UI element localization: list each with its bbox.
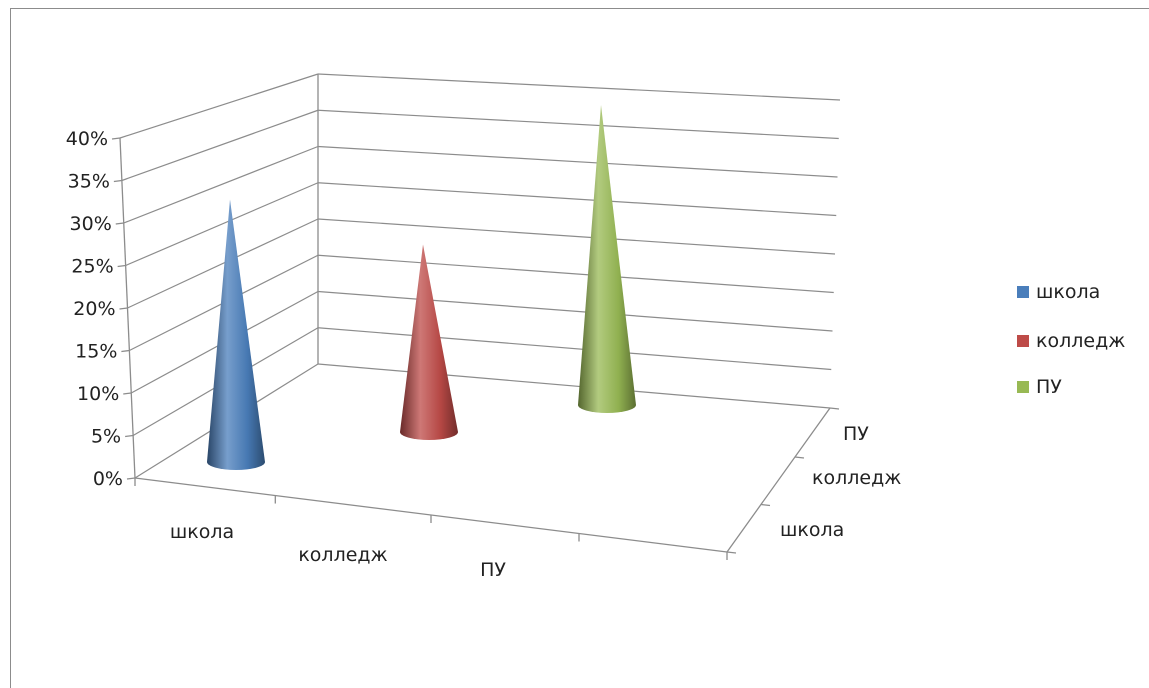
gridline-side [125, 182, 319, 267]
depth-tick-mark [726, 551, 737, 554]
y-tick-label: 30% [70, 213, 112, 235]
y-tick-label: 20% [73, 298, 115, 320]
y-tick-label: 25% [71, 256, 113, 278]
x-category-label: ПУ [480, 559, 506, 581]
cones [207, 105, 636, 470]
depth-category-label: школа [780, 519, 844, 541]
legend-swatch [1017, 335, 1029, 347]
gridlines [119, 73, 841, 479]
gridline-side [119, 73, 319, 139]
gridline-side [121, 109, 319, 182]
gridline-back [317, 109, 839, 140]
gridline-back [317, 182, 837, 217]
axes [111, 74, 840, 560]
depth-category-label: колледж [812, 467, 901, 489]
depth-category-label: ПУ [843, 423, 869, 445]
y-tick-label: 35% [68, 171, 110, 193]
legend-label: ПУ [1036, 376, 1062, 398]
gridline-back [317, 145, 838, 178]
y-tick-mark [115, 222, 124, 225]
y-tick-mark [119, 307, 128, 310]
y-tick-label: 15% [75, 341, 117, 363]
y-tick-mark [123, 392, 132, 395]
gridline-back [317, 290, 833, 332]
y-tick-label: 40% [66, 128, 108, 150]
gridline-back [317, 218, 836, 255]
depth-axis [726, 407, 831, 553]
y-axis [119, 137, 136, 479]
y-tick-label: 5% [91, 426, 121, 448]
cone-2 [400, 244, 458, 440]
depth-tick-mark [760, 503, 771, 507]
chart-frame [10, 8, 1149, 688]
y-tick-mark [117, 264, 126, 268]
y-tick-mark [111, 137, 121, 140]
y-tick-mark [113, 179, 122, 183]
gridline-back [317, 73, 841, 101]
x-category-label: школа [170, 521, 234, 543]
gridline-side [127, 218, 319, 309]
labels: 0% 5% 10% 15% 20% 25% 30% 35% 40% школа колледж ПУ ш… [66, 128, 902, 581]
y-tick-label: 0% [93, 468, 123, 490]
legend-label: школа [1036, 281, 1100, 303]
y-tick-label: 10% [77, 383, 119, 405]
gridline-back [317, 327, 832, 371]
y-tick-mark [126, 477, 136, 480]
y-tick-mark [121, 349, 130, 353]
gridline-back [317, 363, 831, 409]
depth-tick-mark [794, 456, 805, 459]
legend: школа колледж ПУ [1017, 281, 1125, 398]
y-tick-mark [125, 434, 134, 438]
legend-swatch [1017, 381, 1029, 393]
gridline-side [123, 145, 319, 224]
gridline-back [317, 254, 834, 294]
cone-3 [578, 105, 636, 413]
legend-swatch [1017, 286, 1029, 298]
x-category-label: колледж [298, 544, 387, 566]
depth-tick-mark [829, 407, 840, 410]
legend-label: колледж [1036, 330, 1125, 352]
cone-1 [207, 199, 265, 470]
